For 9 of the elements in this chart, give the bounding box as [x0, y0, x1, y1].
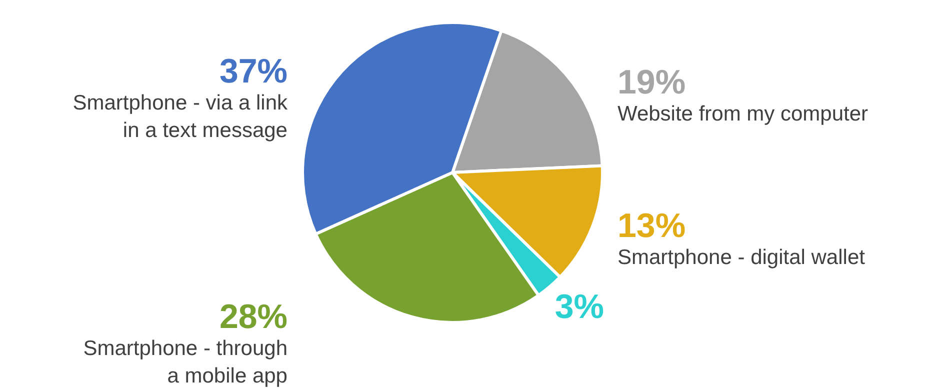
- slice-label: Smartphone - via a link in a text message: [72, 91, 288, 142]
- data-label: 28%: [219, 298, 288, 336]
- data-label: 3%: [554, 288, 604, 326]
- data-label: 19%: [618, 64, 686, 102]
- slice-label: Website from my computer: [618, 102, 868, 126]
- slice-label: Smartphone - digital wallet: [618, 246, 866, 269]
- data-label: 37%: [219, 52, 288, 90]
- data-label: 13%: [618, 206, 686, 245]
- slice-label: Smartphone - through a mobile app: [83, 337, 288, 388]
